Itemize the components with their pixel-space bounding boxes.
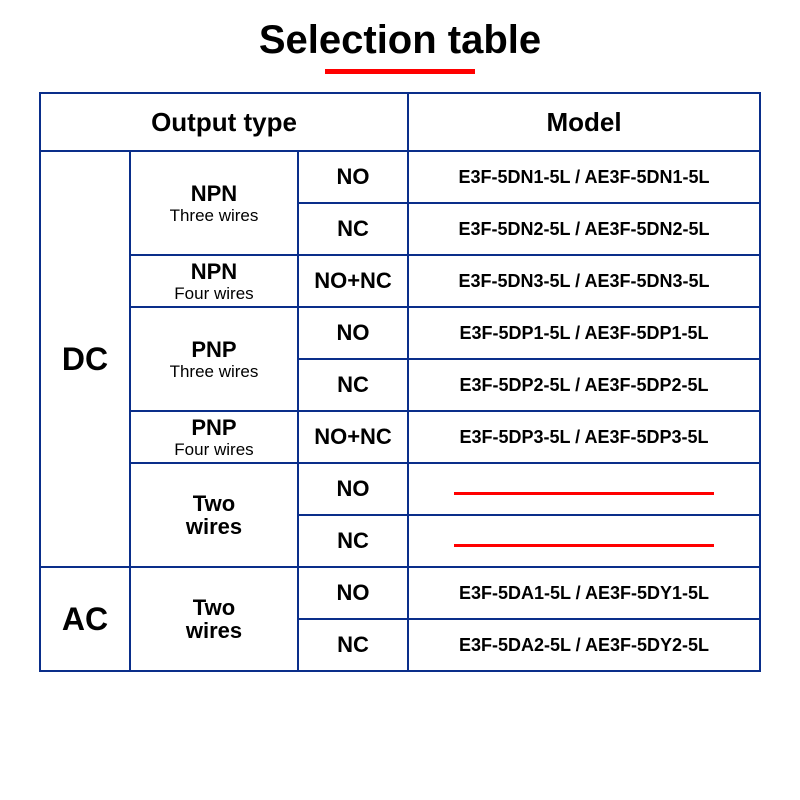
- model-cell: E3F-5DA1-5L / AE3F-5DY1-5L: [408, 567, 760, 619]
- model-cell: E3F-5DN1-5L / AE3F-5DN1-5L: [408, 151, 760, 203]
- state-cell: NC: [298, 619, 408, 671]
- model-cell: [408, 463, 760, 515]
- model-cell: E3F-5DP3-5L / AE3F-5DP3-5L: [408, 411, 760, 463]
- selection-table: Output typeModelDCNPNThree wiresNOE3F-5D…: [39, 92, 761, 672]
- table-row: DCNPNThree wiresNOE3F-5DN1-5L / AE3F-5DN…: [40, 151, 760, 203]
- state-cell: NO+NC: [298, 255, 408, 307]
- type-cell: NPN Three wires: [130, 151, 298, 255]
- type-main: PNP: [131, 338, 297, 361]
- model-cell: E3F-5DP2-5L / AE3F-5DP2-5L: [408, 359, 760, 411]
- page-title: Selection table: [0, 0, 800, 63]
- table-row: PNPThree wiresNOE3F-5DP1-5L / AE3F-5DP1-…: [40, 307, 760, 359]
- selection-table-body: Output typeModelDCNPNThree wiresNOE3F-5D…: [40, 93, 760, 671]
- type-sub: Four wires: [131, 285, 297, 303]
- type-main: Two: [131, 596, 297, 619]
- type-sub: Three wires: [131, 207, 297, 225]
- header-output-type: Output type: [40, 93, 408, 151]
- type-cell: NPN Four wires: [130, 255, 298, 307]
- type-main: PNP: [131, 416, 297, 439]
- table-row: ACTwowiresNOE3F-5DA1-5L / AE3F-5DY1-5L: [40, 567, 760, 619]
- type-cell: PNP Three wires: [130, 307, 298, 411]
- model-cell: E3F-5DA2-5L / AE3F-5DY2-5L: [408, 619, 760, 671]
- type-sub: Three wires: [131, 363, 297, 381]
- state-cell: NO: [298, 151, 408, 203]
- model-cell: E3F-5DN3-5L / AE3F-5DN3-5L: [408, 255, 760, 307]
- header-model: Model: [408, 93, 760, 151]
- state-cell: NC: [298, 359, 408, 411]
- type-main: Two: [131, 492, 297, 515]
- state-cell: NO: [298, 307, 408, 359]
- type-main: NPN: [131, 260, 297, 283]
- type-sub: Four wires: [131, 441, 297, 459]
- type-cell: PNP Four wires: [130, 411, 298, 463]
- table-row: TwowiresNO: [40, 463, 760, 515]
- model-cell: E3F-5DN2-5L / AE3F-5DN2-5L: [408, 203, 760, 255]
- model-cell: E3F-5DP1-5L / AE3F-5DP1-5L: [408, 307, 760, 359]
- type-sub: wires: [131, 515, 297, 538]
- state-cell: NC: [298, 515, 408, 567]
- type-cell: Twowires: [130, 463, 298, 567]
- power-cell: DC: [40, 151, 130, 567]
- state-cell: NO+NC: [298, 411, 408, 463]
- state-cell: NC: [298, 203, 408, 255]
- empty-dash: [454, 544, 714, 547]
- model-cell: [408, 515, 760, 567]
- empty-dash: [454, 492, 714, 495]
- power-cell: AC: [40, 567, 130, 671]
- type-main: NPN: [131, 182, 297, 205]
- type-cell: Twowires: [130, 567, 298, 671]
- state-cell: NO: [298, 463, 408, 515]
- table-row: NPN Four wiresNO+NCE3F-5DN3-5L / AE3F-5DN…: [40, 255, 760, 307]
- table-row: PNP Four wiresNO+NCE3F-5DP3-5L / AE3F-5DP…: [40, 411, 760, 463]
- type-sub: wires: [131, 619, 297, 642]
- state-cell: NO: [298, 567, 408, 619]
- title-underline: [325, 69, 475, 74]
